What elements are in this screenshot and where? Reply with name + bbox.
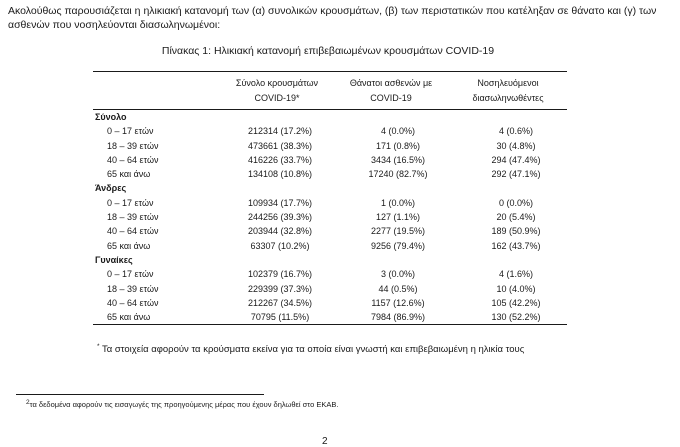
cases-cell: 134108 (10.8%) [247,169,313,180]
deaths-cell: 7984 (86.9%) [333,310,449,326]
intubated-cell: 4 (1.6%) [498,269,533,280]
footnote-marker: 2 [26,399,30,406]
age-cell: 65 και άνω [93,310,221,326]
deaths-cell: 171 (0.8%) [375,140,421,151]
age-cell: 0 – 17 ετών [107,269,154,280]
table-row: 18 – 39 ετών 473661 (38.3%) 171 (0.8%) 3… [93,139,567,153]
header-empty [93,71,221,110]
footnote-text: τα δεδομένα αφορούν τις εισαγωγές της πρ… [29,400,339,409]
table-header-row: Σύνολο κρουσμάτων COVID-19* Θάνατοι ασθε… [93,71,567,110]
cases-cell: 473661 (38.3%) [247,140,313,151]
deaths-cell: 9256 (79.4%) [370,240,426,251]
footnote: 2τα δεδομένα αφορούν τις εισαγωγές της π… [26,399,339,409]
table-row: 0 – 17 ετών 109934 (17.7%) 1 (0.0%) 0 (0… [93,196,567,210]
intubated-cell: 105 (42.2%) [491,297,541,308]
table-row: 40 – 64 ετών 212267 (34.5%) 1157 (12.6%)… [93,296,567,310]
table-row: 18 – 39 ετών 244256 (39.3%) 127 (1.1%) 2… [93,210,567,224]
group-label-women: Γυναίκες [95,254,133,265]
age-cell: 18 – 39 ετών [107,212,159,223]
table-note: * Τα στοιχεία αφορούν τα κρούσματα εκείν… [97,343,525,355]
footnote-divider [16,394,264,395]
intubated-cell: 30 (4.8%) [496,140,536,151]
cases-cell: 212267 (34.5%) [247,297,313,308]
age-cell: 40 – 64 ετών [107,297,159,308]
table-row: 65 και άνω 134108 (10.8%) 17240 (82.7%) … [93,167,567,181]
group-label-men: Άνδρες [95,183,127,194]
intro-paragraph: Ακολούθως παρουσιάζεται η ηλικιακή καταν… [8,5,657,31]
table-row: 65 και άνω 63307 (10.2%) 9256 (79.4%) 16… [93,239,567,253]
table-row: 18 – 39 ετών 229399 (37.3%) 44 (0.5%) 10… [93,282,567,296]
age-cell: 0 – 17 ετών [107,197,154,208]
deaths-cell: 1157 (12.6%) [371,297,425,308]
intubated-cell: 20 (5.4%) [496,212,536,223]
header-deaths: Θάνατοι ασθενών με COVID-19 [333,71,449,110]
intubated-cell: 4 (0.6%) [498,126,533,137]
intubated-cell: 130 (52.2%) [449,310,567,326]
deaths-cell: 2277 (19.5%) [370,226,426,237]
intubated-cell: 10 (4.0%) [496,283,536,294]
intubated-cell: 292 (47.1%) [491,169,541,180]
table-row: 65 και άνω 70795 (11.5%) 7984 (86.9%) 13… [93,310,567,326]
age-cell: 40 – 64 ετών [107,154,159,165]
age-cell: 0 – 17 ετών [107,126,154,137]
cases-cell: 109934 (17.7%) [247,197,313,208]
cases-cell: 63307 (10.2%) [250,240,310,251]
age-distribution-table: Σύνολο κρουσμάτων COVID-19* Θάνατοι ασθε… [93,71,567,326]
table-row: 0 – 17 ετών 212314 (17.2%) 4 (0.0%) 4 (0… [93,124,567,138]
age-cell: 18 – 39 ετών [107,140,159,151]
cases-cell: 70795 (11.5%) [221,310,333,326]
header-total-cases-label: Σύνολο κρουσμάτων COVID-19* [235,78,319,103]
table-title: Πίνακας 1: Ηλικιακή κατανομή επιβεβαιωμέ… [161,45,495,57]
group-label-total: Σύνολο [95,112,127,122]
header-intubated: Νοσηλευόμενοι διασωληνωθέντες [449,71,567,110]
intubated-cell: 294 (47.4%) [491,154,541,165]
age-cell: 65 και άνω [107,169,151,180]
age-cell: 18 – 39 ετών [107,283,159,294]
cases-cell: 212314 (17.2%) [247,126,313,137]
header-intubated-label: Νοσηλευόμενοι διασωληνωθέντες [472,78,544,103]
table-row: 40 – 64 ετών 416226 (33.7%) 3434 (16.5%)… [93,153,567,167]
group-header-row: Άνδρες [93,181,567,195]
intubated-cell: 0 (0.0%) [498,197,533,208]
intubated-cell: 189 (50.9%) [491,226,541,237]
age-distribution-table-container: Σύνολο κρουσμάτων COVID-19* Θάνατοι ασθε… [93,71,567,326]
deaths-cell: 44 (0.5%) [378,283,418,294]
deaths-cell: 3 (0.0%) [380,269,415,280]
group-header-row: Γυναίκες [93,253,567,267]
age-cell: 65 και άνω [107,240,151,251]
table-body: Σύνολο 0 – 17 ετών 212314 (17.2%) 4 (0.0… [93,110,567,326]
deaths-cell: 17240 (82.7%) [368,169,428,180]
deaths-cell: 1 (0.0%) [380,197,415,208]
cases-cell: 229399 (37.3%) [247,283,313,294]
header-total-cases: Σύνολο κρουσμάτων COVID-19* [221,71,333,110]
deaths-cell: 3434 (16.5%) [370,154,426,165]
age-cell: 40 – 64 ετών [107,226,159,237]
deaths-cell: 4 (0.0%) [380,126,415,137]
intubated-cell: 162 (43.7%) [491,240,541,251]
deaths-cell: 127 (1.1%) [375,212,421,223]
cases-cell: 416226 (33.7%) [247,154,313,165]
table-note-marker: * [97,343,100,350]
cases-cell: 203944 (32.8%) [247,226,313,237]
table-note-text: Τα στοιχεία αφορούν τα κρούσματα εκείνα … [102,344,525,355]
table-row: 40 – 64 ετών 203944 (32.8%) 2277 (19.5%)… [93,224,567,238]
group-header-row: Σύνολο [93,110,567,125]
table-row: 0 – 17 ετών 102379 (16.7%) 3 (0.0%) 4 (1… [93,267,567,281]
header-deaths-label: Θάνατοι ασθενών με COVID-19 [349,78,433,103]
cases-cell: 244256 (39.3%) [247,212,313,223]
cases-cell: 102379 (16.7%) [247,269,313,280]
